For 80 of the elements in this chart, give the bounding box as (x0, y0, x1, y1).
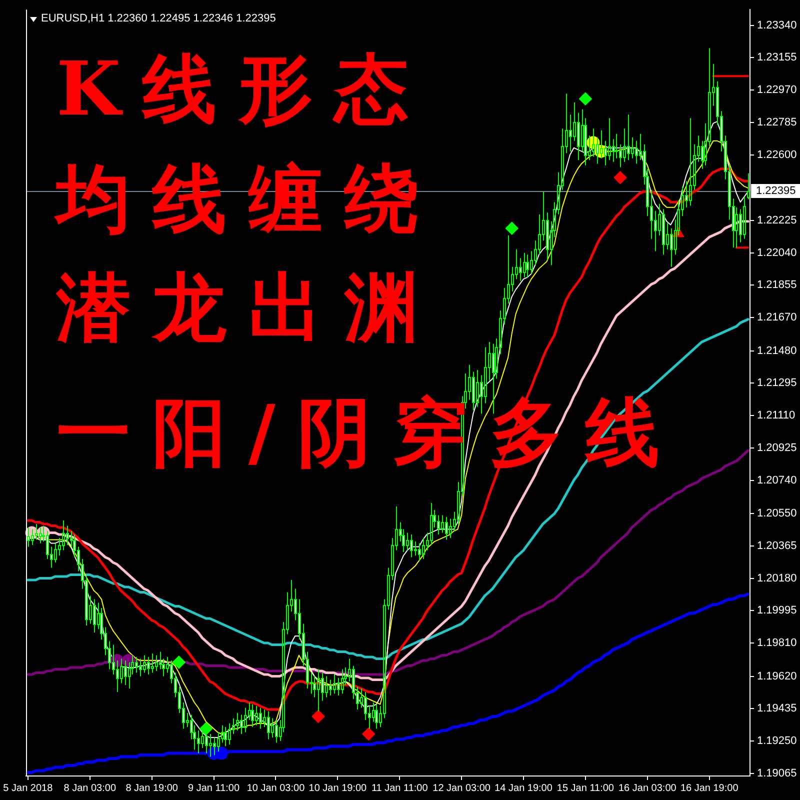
candlestick (414, 541, 417, 556)
candlestick (406, 532, 409, 551)
y-tick-label: 1.21855 (757, 279, 797, 292)
y-tick-label: 1.22970 (757, 84, 797, 96)
candlestick (484, 346, 487, 404)
candlestick (120, 658, 123, 684)
point (172, 656, 186, 669)
annotation: K线形态 (56, 46, 431, 133)
y-tick-label: 1.20740 (757, 474, 797, 486)
x-tick-label: 12 Jan 03:00 (432, 782, 491, 794)
y-tick-label: 1.22040 (757, 246, 797, 259)
candlestick (333, 674, 336, 694)
y-tick-label: 1.23155 (757, 52, 797, 64)
y-tick-label: 1.22785 (757, 116, 797, 128)
y-tick-label: 1.19250 (757, 735, 797, 748)
y-tick-label: 1.21670 (757, 312, 797, 324)
x-tick-label: 11 Jan 11:00 (371, 782, 428, 794)
candlestick (341, 668, 344, 694)
candlestick (441, 514, 444, 534)
annotation: 潜龙出渊 (55, 265, 440, 352)
y-tick-label: 1.21110 (757, 410, 796, 422)
candlestick (255, 706, 258, 726)
ref-line-label: 1.22395 (756, 185, 796, 198)
candlestick (344, 667, 347, 686)
candlestick (271, 718, 274, 738)
candlestick (592, 128, 595, 158)
y-tick-label: 1.23340 (757, 19, 797, 32)
y-tick-label: 1.19065 (757, 767, 797, 780)
candlestick (228, 723, 231, 746)
point (312, 710, 325, 724)
candlestick (623, 128, 626, 162)
y-tick-label: 1.21295 (757, 377, 797, 390)
candlestick (236, 712, 239, 732)
candlestick (131, 654, 134, 676)
x-tick-label: 10 Jan 19:00 (308, 782, 368, 794)
x-tick-label: 16 Jan 03:00 (618, 782, 677, 794)
chart-title: EURUSD,H1 1.22360 1.22495 1.22346 1.22395 (41, 12, 276, 25)
point (362, 728, 376, 741)
y-tick-label: 1.20925 (757, 442, 797, 454)
candlestick (317, 668, 320, 712)
candlestick (221, 724, 224, 744)
candlestick (523, 252, 526, 278)
y-tick-label: 1.20550 (757, 508, 797, 520)
candlestick (62, 520, 65, 551)
x-tick-label: 9 Jan 11:00 (188, 782, 240, 794)
candlestick (244, 707, 247, 733)
x-tick-label: 14 Jan 19:00 (494, 782, 553, 794)
candlestick (468, 364, 471, 400)
y-tick-label: 1.19810 (757, 637, 797, 650)
candlestick (35, 524, 38, 540)
y-tick-label: 1.19435 (757, 702, 797, 715)
x-tick-label: 8 Jan 03:00 (64, 782, 116, 794)
y-tick-label: 1.19995 (757, 604, 797, 617)
candlestick (151, 653, 154, 674)
y-tick-label: 1.19620 (757, 670, 797, 682)
candlestick (325, 676, 328, 698)
candlestick (581, 108, 584, 152)
y-tick-label: 1.20365 (757, 540, 797, 552)
x-tick-label: 5 Jan 2018 (3, 782, 54, 794)
x-tick-label: 10 Jan 03:00 (246, 782, 306, 794)
candlestick (600, 130, 603, 159)
point (578, 92, 592, 106)
x-tick-label: 16 Jan 19:00 (680, 782, 739, 794)
y-tick-label: 1.22225 (757, 214, 797, 226)
candlestick (143, 654, 146, 674)
candlestick (209, 734, 212, 758)
point (614, 171, 627, 184)
point (505, 222, 518, 235)
y-tick-label: 1.21480 (757, 344, 797, 357)
x-tick-label: 8 Jan 19:00 (126, 782, 178, 794)
candlestick (530, 250, 533, 274)
y-tick-label: 1.20180 (757, 572, 797, 584)
x-tick-label: 15 Jan 11:00 (556, 782, 614, 794)
candlestick (689, 118, 692, 206)
candlestick (615, 133, 618, 159)
candlestick (372, 702, 375, 722)
y-tick-label: 1.22600 (757, 148, 797, 161)
candlestick (735, 206, 738, 248)
candlestick (631, 136, 634, 159)
candlestick (743, 196, 746, 240)
